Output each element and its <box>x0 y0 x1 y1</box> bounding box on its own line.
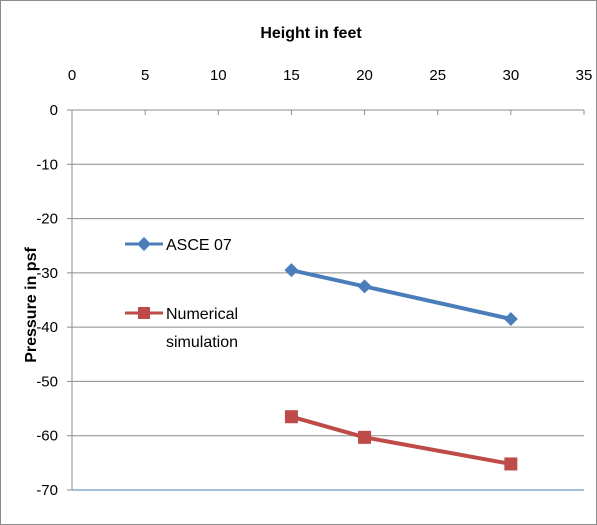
data-point-diamond <box>357 279 372 294</box>
data-point-square <box>358 430 372 444</box>
y-axis-title: Pressure in psf <box>23 247 40 363</box>
y-tick-label: -30 <box>36 265 58 282</box>
legend-marker-numerical <box>138 307 150 319</box>
y-tick-label: -40 <box>36 319 58 336</box>
y-tick-label: 0 <box>50 102 58 119</box>
series-line <box>290 268 512 321</box>
data-point-diamond <box>503 312 518 326</box>
legend-label-asce: ASCE 07 <box>166 237 232 254</box>
x-tick-label: 5 <box>141 67 149 84</box>
axes <box>67 109 585 491</box>
x-axis-title: Height in feet <box>260 25 362 42</box>
x-tick-label: 35 <box>576 67 593 84</box>
y-tick-label: -20 <box>36 211 58 228</box>
legend: ASCE 07 Numerical simulation <box>125 237 238 351</box>
grid-lines <box>72 163 584 491</box>
data-point-square <box>504 457 518 471</box>
data-point-square <box>284 410 298 424</box>
legend-label-numerical-line2: simulation <box>166 334 238 351</box>
data-point-diamond <box>284 263 299 278</box>
y-tick-label: -70 <box>36 482 58 499</box>
y-tick-label: -60 <box>36 428 58 445</box>
x-tick-label: 30 <box>503 67 520 84</box>
y-tick-label: -10 <box>36 156 58 173</box>
legend-label-numerical-line1: Numerical <box>166 306 238 323</box>
x-tick-label: 20 <box>356 67 373 84</box>
x-tick-label: 0 <box>68 67 76 84</box>
tick-labels: 0 5 10 15 20 25 30 35 0 -10 -20 -30 -40 -50 -60 -70 <box>36 67 592 499</box>
legend-marker-asce <box>137 237 151 251</box>
x-tick-label: 15 <box>283 67 300 84</box>
series-layer <box>284 263 518 471</box>
series-line <box>290 414 512 466</box>
x-tick-label: 10 <box>210 67 227 84</box>
y-tick-label: -50 <box>36 373 58 390</box>
x-tick-label: 25 <box>429 67 446 84</box>
